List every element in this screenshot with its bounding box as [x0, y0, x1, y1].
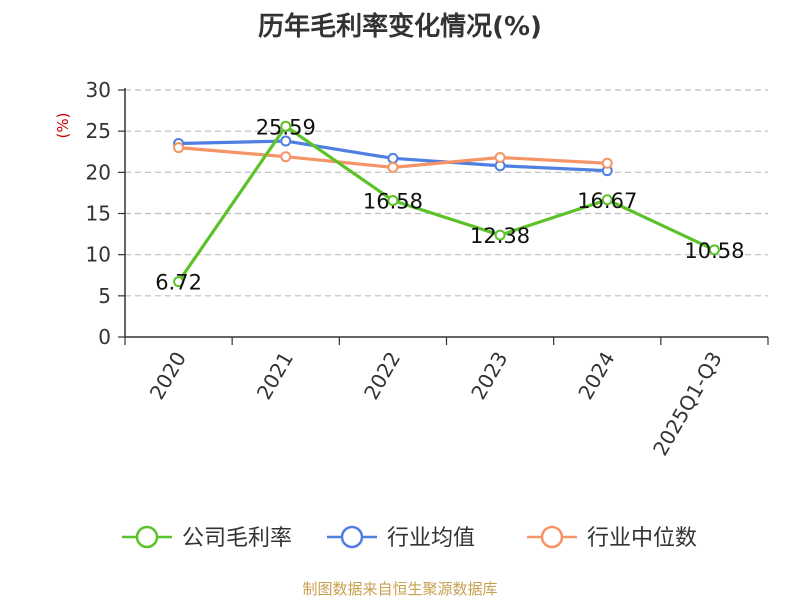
x-tick-label: 2025Q1-Q3 [648, 348, 727, 460]
data-point [280, 135, 292, 147]
legend-label: 公司毛利率 [182, 526, 292, 551]
legend-item: 行业中位数 [527, 525, 697, 551]
legend-label: 行业中位数 [587, 526, 697, 551]
data-point [601, 194, 613, 206]
data-label: 25.59 [256, 115, 316, 139]
legend-item: 公司毛利率 [122, 525, 292, 551]
series-line [177, 124, 716, 283]
legend-label: 行业均值 [387, 526, 475, 551]
x-tick-label: 2023 [466, 348, 512, 404]
grid-lines [125, 89, 768, 297]
data-point [387, 152, 399, 164]
chart-title: 历年毛利率变化情况(%) [258, 12, 542, 42]
data-point [387, 194, 399, 206]
data-point [708, 244, 720, 256]
axes: 0 5 10 15 20 25 30 (%) 2020 2021 2022 2023 2024 2025Q… [54, 78, 769, 460]
y-tick-label: 15 [86, 202, 111, 226]
data-point [494, 152, 506, 164]
data-labels: 6.72 25.59 16.58 12.38 16.67 10.58 [155, 115, 744, 294]
legend-marker [540, 525, 564, 549]
y-tick-label: 20 [86, 160, 111, 184]
x-tick-label: 2022 [359, 348, 405, 404]
y-tick-label: 0 [98, 325, 111, 349]
data-label: 6.72 [155, 271, 202, 295]
data-point [173, 276, 185, 288]
legend: 公司毛利率 行业均值 行业中位数 [122, 525, 697, 551]
data-point [280, 151, 292, 163]
legend-marker [135, 525, 159, 549]
data-label: 10.58 [684, 239, 744, 263]
y-tick-label: 5 [98, 284, 111, 308]
y-tick-label: 30 [86, 78, 111, 102]
x-tick-label: 2021 [252, 348, 298, 404]
y-axis-label: (%) [54, 113, 72, 139]
data-label: 12.38 [470, 224, 530, 248]
x-tick-label: 2024 [573, 348, 619, 404]
data-point [494, 229, 506, 241]
data-point [601, 157, 613, 169]
data-source-note: 制图数据来自恒生聚源数据库 [302, 580, 498, 598]
y-tick-label: 10 [86, 243, 111, 267]
legend-item: 行业均值 [327, 525, 475, 551]
data-point [173, 142, 185, 154]
data-point [280, 120, 292, 132]
series-points [173, 120, 720, 288]
x-tick-label: 2020 [145, 348, 191, 404]
y-tick-label: 25 [86, 119, 111, 143]
data-point [387, 161, 399, 173]
data-label: 16.58 [363, 189, 423, 213]
legend-marker [340, 525, 364, 549]
data-label: 16.67 [577, 189, 637, 213]
